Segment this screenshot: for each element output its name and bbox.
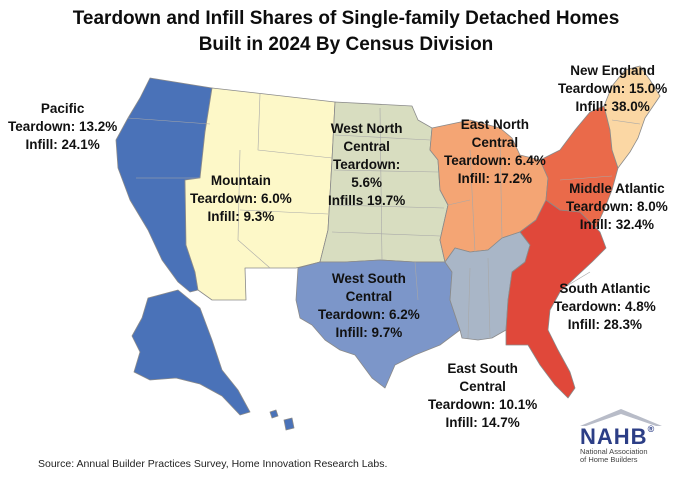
label-east-south-central: East South Central Teardown: 10.1% Infil… — [428, 360, 537, 432]
mountain-teardown: Teardown: 6.0% — [190, 191, 292, 206]
region-pacific-hawaii-1 — [269, 409, 279, 419]
nahb-logo: NAHB® National Association of Home Build… — [576, 406, 666, 468]
house-roof-icon — [580, 409, 662, 426]
east-north-central-name-2: Central — [471, 135, 519, 150]
west-north-central-infill: Infills 19.7% — [328, 193, 406, 208]
label-south-atlantic: South Atlantic Teardown: 4.8% Infill: 28… — [554, 280, 656, 334]
region-pacific-alaska — [131, 289, 251, 416]
west-south-central-teardown: Teardown: 6.2% — [318, 307, 420, 322]
nahb-word: NAHB — [580, 424, 648, 449]
east-north-central-infill: Infill: 17.2% — [457, 171, 533, 186]
mountain-name: Mountain — [210, 173, 271, 188]
registered-mark: ® — [647, 424, 656, 434]
label-west-south-central: West South Central Teardown: 6.2% Infill… — [318, 270, 420, 342]
pacific-name: Pacific — [40, 101, 85, 116]
label-east-north-central: East North Central Teardown: 6.4% Infill… — [444, 116, 546, 188]
east-north-central-name-1: East North — [460, 117, 530, 132]
nahb-subtitle-line-1: National Association — [580, 447, 648, 456]
east-south-central-teardown: Teardown: 10.1% — [428, 397, 538, 412]
region-new-england — [603, 65, 661, 169]
west-south-central-name-2: Central — [345, 289, 393, 304]
east-south-central-name-1: East South — [447, 361, 518, 376]
new-england-teardown: Teardown: 15.0% — [558, 81, 668, 96]
south-atlantic-teardown: Teardown: 4.8% — [554, 299, 656, 314]
south-atlantic-name: South Atlantic — [559, 281, 651, 296]
pacific-infill: Infill: 24.1% — [25, 137, 100, 152]
new-england-infill: Infill: 38.0% — [575, 99, 650, 114]
label-middle-atlantic: Middle Atlantic Teardown: 8.0% Infill: 3… — [566, 180, 668, 234]
title-line-1: Teardown and Infill Shares of Single-fam… — [72, 8, 620, 29]
new-england-name: New England — [570, 63, 656, 78]
middle-atlantic-teardown: Teardown: 8.0% — [566, 199, 668, 214]
region-pacific-hawaii-2 — [283, 417, 295, 431]
west-north-central-teardown: Teardown: — [333, 157, 401, 172]
label-mountain: Mountain Teardown: 6.0% Infill: 9.3% — [190, 172, 292, 226]
nahb-subtitle-line-2: of Home Builders — [580, 455, 638, 464]
mountain-infill: Infill: 9.3% — [207, 209, 275, 224]
region-middle-atlantic — [539, 105, 619, 229]
west-south-central-name-1: West South — [331, 271, 406, 286]
region-west-south-central — [295, 259, 461, 389]
nahb-wordmark: NAHB® — [580, 424, 655, 450]
pacific-teardown: Teardown: 13.2% — [8, 119, 118, 134]
middle-atlantic-name: Middle Atlantic — [569, 181, 665, 196]
nahb-subtitle: National Association of Home Builders — [580, 448, 648, 464]
west-north-central-name-1: West North — [330, 121, 403, 136]
west-north-central-name-2: Central — [343, 139, 390, 154]
middle-atlantic-infill: Infill: 32.4% — [579, 217, 655, 232]
east-south-central-name-2: Central — [459, 379, 506, 394]
label-west-north-central: West North Central Teardown: 5.6% Infill… — [328, 120, 405, 210]
title-line-2: Built in 2024 By Census Division — [198, 34, 494, 55]
east-north-central-teardown: Teardown: 6.4% — [444, 153, 546, 168]
east-south-central-infill: Infill: 14.7% — [445, 415, 520, 430]
source-note: Source: Annual Builder Practices Survey,… — [38, 458, 388, 470]
west-south-central-infill: Infill: 9.7% — [335, 325, 403, 340]
map-title: Teardown and Infill Shares of Single-fam… — [0, 6, 692, 58]
label-pacific: Pacific Teardown: 13.2% Infill: 24.1% — [8, 100, 117, 154]
south-atlantic-infill: Infill: 28.3% — [567, 317, 643, 332]
label-new-england: New England Teardown: 15.0% Infill: 38.0… — [558, 62, 667, 116]
west-north-central-teardown-value: 5.6% — [351, 175, 383, 190]
